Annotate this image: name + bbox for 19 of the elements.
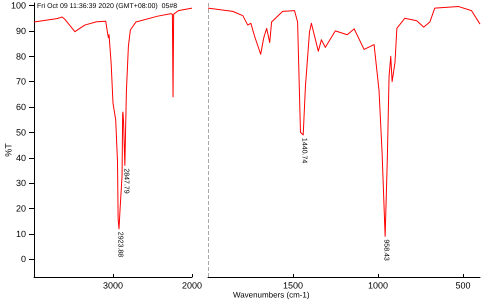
x-tick-label: 500 — [455, 280, 471, 290]
y-tick-label: 60 — [16, 102, 26, 112]
y-tick-label: 40 — [16, 152, 26, 163]
y-tick-label: 100 — [10, 0, 26, 11]
y-axis-title: %T — [4, 142, 14, 157]
x-tick-label: 3000 — [102, 280, 124, 290]
y-tick-label: 10 — [16, 228, 26, 239]
x-tick-label: 1500 — [282, 280, 304, 290]
y-tick-label: 30 — [16, 178, 26, 188]
line-series — [34, 8, 192, 230]
x-tick-label: 2000 — [182, 280, 202, 290]
y-tick-label: 20 — [16, 204, 26, 214]
y-tick-label: 80 — [16, 51, 26, 62]
y-tick-label: 70 — [16, 76, 26, 87]
x-axis-title: Wavenumbers (cm-1) — [232, 290, 310, 300]
y-tick-label: 0 — [20, 254, 26, 264]
x-tick-label: 1000 — [368, 280, 388, 290]
y-tick-label: 50 — [16, 127, 26, 138]
y-tick-label: 90 — [16, 26, 26, 36]
